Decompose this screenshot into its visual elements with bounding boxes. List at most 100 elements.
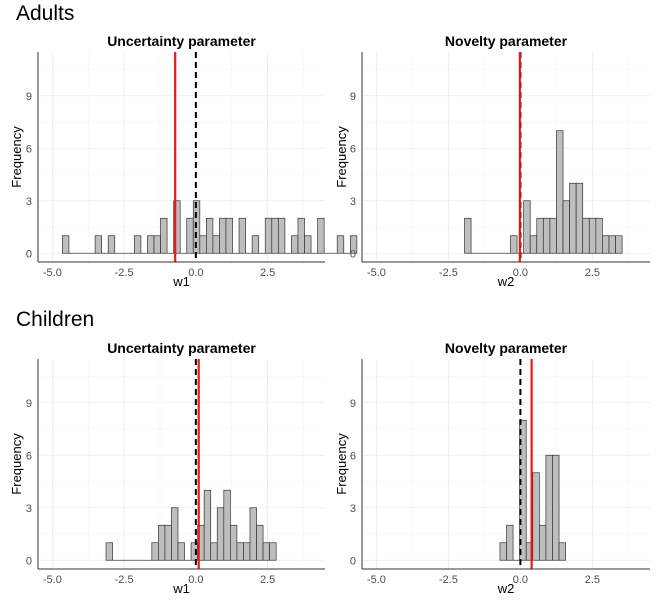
histogram-bar (177, 542, 185, 561)
histogram-bar (243, 542, 251, 561)
histogram-bar (264, 217, 273, 254)
y-tick-label: 9 (350, 398, 356, 410)
histogram-bar (105, 542, 113, 561)
panel-title: Uncertainty parameter (107, 340, 256, 356)
y-tick-label: 6 (26, 450, 32, 462)
y-axis-title: Frequency (9, 433, 24, 495)
histogram-bar (229, 524, 238, 561)
histogram-bar (262, 542, 270, 561)
x-tick-label: -2.5 (439, 267, 458, 279)
x-tick-label: 0.0 (513, 574, 528, 586)
histogram-bar (251, 235, 260, 254)
histogram-bar (219, 217, 227, 254)
x-tick-label: 2.5 (260, 574, 275, 586)
histogram-bar (153, 235, 161, 254)
x-tick-label: 0.0 (188, 574, 203, 586)
histogram-bar (212, 235, 220, 254)
histogram-bar (216, 507, 225, 561)
histogram-bar (595, 217, 603, 254)
y-tick-label: 9 (26, 398, 32, 410)
histogram-bar (575, 182, 584, 254)
y-tick-label: 6 (350, 143, 356, 155)
histogram-bar (317, 217, 325, 254)
histogram-bar (62, 235, 70, 254)
histogram-bar (297, 217, 305, 254)
x-tick-label: -2.5 (115, 267, 134, 279)
panel-title: Novelty parameter (445, 33, 568, 49)
histogram-bar (523, 200, 531, 254)
histogram-bar (464, 217, 472, 254)
histogram-bar (582, 217, 590, 254)
histogram-bar (542, 217, 551, 254)
histogram-bar (545, 454, 553, 561)
histogram-bar (171, 507, 179, 561)
y-tick-label: 0 (26, 248, 32, 260)
histogram-bar (536, 217, 544, 254)
histogram-bar (549, 217, 557, 254)
histogram-bar (206, 217, 214, 254)
y-tick-label: 6 (350, 450, 356, 462)
histogram-bar (556, 130, 564, 254)
x-tick-label: 0.0 (513, 267, 528, 279)
histogram-bar (569, 182, 577, 254)
histogram-bar (147, 235, 155, 254)
panel-4: -5.0 -2.5 0.0 2.5 0 3 6 9 Novelty parameter w2 Fre… (334, 340, 650, 596)
histogram-bar (158, 524, 166, 561)
histogram-bar (532, 472, 540, 561)
histogram-bar (608, 235, 616, 254)
x-axis-title: w1 (172, 581, 190, 596)
x-tick-label: -5.0 (367, 267, 386, 279)
x-tick-label: -2.5 (439, 574, 458, 586)
histogram-bar (164, 524, 172, 561)
histogram-bar (186, 217, 194, 254)
histogram-bar (336, 235, 345, 254)
histogram-bar (249, 507, 257, 561)
histogram-bar (499, 542, 507, 561)
histogram-bar (562, 200, 570, 254)
histogram-bar (134, 235, 142, 254)
x-axis-title: w1 (172, 274, 190, 289)
x-tick-label: 2.5 (260, 267, 275, 279)
histogram-bar (107, 235, 116, 254)
x-tick-label: 2.5 (585, 267, 600, 279)
y-tick-label: 0 (350, 248, 356, 260)
histogram-bar (236, 542, 244, 561)
histogram-bar (271, 217, 279, 254)
histogram-bar (615, 235, 623, 254)
x-tick-label: -5.0 (43, 574, 62, 586)
histogram-bar (94, 235, 103, 254)
y-axis-title: Frequency (334, 433, 349, 495)
histogram-bar (506, 524, 514, 561)
y-tick-label: 0 (350, 555, 356, 567)
y-tick-label: 6 (26, 143, 32, 155)
histogram-bar (349, 235, 358, 254)
histogram-bar (277, 217, 286, 254)
panel-title: Uncertainty parameter (107, 33, 256, 49)
y-tick-label: 9 (350, 91, 356, 103)
panel-title: Novelty parameter (445, 340, 568, 356)
y-tick-label: 3 (26, 503, 32, 515)
panel-1: -5.0 -2.5 0.0 2.5 0 3 6 9 Uncertainty parameter w… (9, 33, 358, 289)
group-title-children: Children (16, 308, 94, 331)
histogram-bar (269, 542, 277, 561)
panels: -5.0 -2.5 0.0 2.5 0 3 6 9 Uncertainty parameter w… (9, 33, 650, 596)
histogram-bar (199, 235, 207, 254)
histogram-bar (203, 489, 212, 561)
y-tick-label: 3 (350, 196, 356, 208)
histogram-bar (256, 524, 264, 561)
x-tick-label: 0.0 (188, 267, 203, 279)
histogram-bar (552, 454, 560, 561)
histogram-bar (510, 235, 518, 254)
group-title-adults: Adults (16, 2, 74, 25)
histogram-bar (173, 200, 181, 254)
histogram-bar (304, 235, 312, 254)
histogram-bar (238, 217, 246, 254)
x-tick-label: -5.0 (367, 574, 386, 586)
histogram-bar (291, 235, 299, 254)
x-tick-label: 2.5 (585, 574, 600, 586)
histogram-bar (588, 217, 597, 254)
histogram-bar (151, 542, 159, 561)
y-tick-label: 3 (26, 196, 32, 208)
y-axis-title: Frequency (334, 126, 349, 188)
